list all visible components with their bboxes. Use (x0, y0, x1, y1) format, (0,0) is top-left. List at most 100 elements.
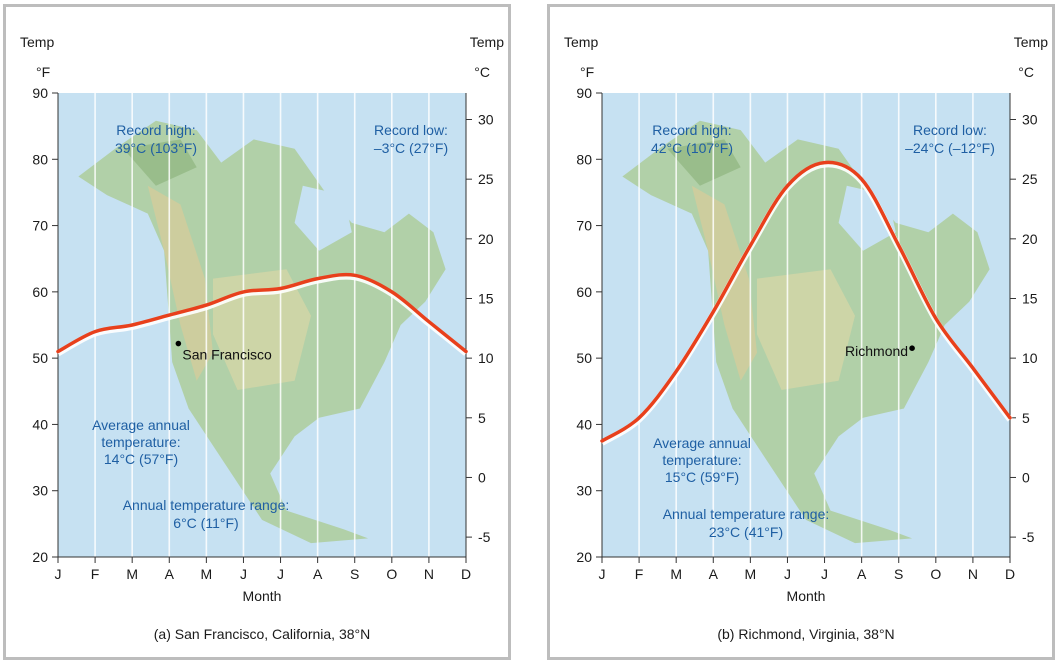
month-tick-label: M (126, 566, 138, 582)
chart-caption: (b) Richmond, Virginia, 38°N (717, 626, 894, 642)
bay-shape (294, 185, 352, 251)
right-axis-unit: °C (474, 64, 490, 80)
mountain-shape (691, 185, 757, 381)
chart-svg: Temp °F Temp °C 20 30 40 50 60 70 80 90 -5 0 5 10 15 20 25… (20, 34, 504, 642)
right-tick-label: 15 (1022, 290, 1038, 306)
forest-shape (123, 139, 197, 186)
left-axis-unit: °F (36, 64, 50, 80)
left-tick-label: 40 (576, 416, 592, 432)
month-tick-label: A (165, 566, 175, 582)
left-tick-label: 90 (576, 85, 592, 101)
right-tick-label: 25 (1022, 171, 1038, 187)
x-axis-title: Month (787, 588, 826, 604)
annual-range-text: Annual temperature range: (663, 506, 830, 522)
right-tick-label: 0 (478, 469, 486, 485)
city-label: Richmond (845, 343, 908, 359)
average-temperature-text: temperature: (101, 434, 180, 450)
city-marker (909, 345, 915, 352)
left-axis-unit: °F (580, 64, 594, 80)
left-tick-label: 20 (576, 549, 592, 565)
city-label: San Francisco (182, 347, 272, 363)
annual-range-text: 23°C (41°F) (709, 524, 783, 540)
right-tick-label: 15 (478, 290, 494, 306)
right-axis-title: Temp (1014, 34, 1048, 50)
left-tick-label: 60 (32, 284, 48, 300)
bay-shape (838, 185, 896, 251)
forest-shape (667, 139, 741, 186)
month-tick-label: N (424, 566, 434, 582)
left-axis-title: Temp (20, 34, 54, 50)
chart-panel-richmond: Temp °F Temp °C 20 30 40 50 60 70 80 90 -5 0 5 10 15 20 25… (547, 4, 1055, 660)
record-low-text: Record low: (374, 122, 448, 138)
average-temperature-text: Average annual (653, 435, 751, 451)
month-tick-label: O (930, 566, 941, 582)
average-temperature-text: 14°C (57°F) (104, 451, 178, 467)
month-tick-label: M (201, 566, 213, 582)
record-high-text: Record high: (652, 122, 731, 138)
right-axis-unit: °C (1018, 64, 1034, 80)
x-axis-title: Month (243, 588, 282, 604)
left-tick-label: 80 (576, 151, 592, 167)
plains-shape (213, 269, 311, 390)
record-low-text: –24°C (–12°F) (905, 140, 995, 156)
left-tick-label: 70 (576, 218, 592, 234)
right-tick-label: 10 (478, 350, 494, 366)
plains-shape (757, 269, 855, 390)
month-tick-label: J (277, 566, 284, 582)
mountain-shape (147, 185, 213, 381)
right-tick-label: 5 (1022, 410, 1030, 426)
right-tick-label: 20 (1022, 231, 1038, 247)
right-tick-label: 5 (478, 410, 486, 426)
record-low-text: –3°C (27°F) (374, 140, 448, 156)
month-tick-label: J (240, 566, 247, 582)
month-tick-label: J (599, 566, 606, 582)
left-axis-title: Temp (564, 34, 598, 50)
month-tick-label: D (461, 566, 471, 582)
right-tick-label: 0 (1022, 469, 1030, 485)
city-marker (175, 340, 182, 347)
right-tick-label: 30 (1022, 112, 1038, 128)
average-temperature-text: temperature: (662, 452, 741, 468)
chart-caption: (a) San Francisco, California, 38°N (154, 626, 370, 642)
right-axis-title: Temp (470, 34, 504, 50)
month-tick-label: A (313, 566, 323, 582)
left-tick-label: 60 (576, 284, 592, 300)
left-tick-label: 70 (32, 218, 48, 234)
month-tick-label: N (968, 566, 978, 582)
left-tick-label: 40 (32, 416, 48, 432)
temperature-line (56, 272, 468, 354)
right-tick-label: 10 (1022, 350, 1038, 366)
month-tick-label: J (55, 566, 62, 582)
month-tick-label: M (745, 566, 757, 582)
month-tick-label: A (709, 566, 719, 582)
left-tick-label: 90 (32, 85, 48, 101)
left-tick-label: 20 (32, 549, 48, 565)
right-tick-label: 30 (478, 112, 494, 128)
right-tick-label: -5 (478, 529, 491, 545)
temperature-line (600, 160, 1012, 443)
left-tick-label: 30 (32, 483, 48, 499)
right-tick-label: 20 (478, 231, 494, 247)
month-tick-label: J (784, 566, 791, 582)
month-tick-label: A (857, 566, 867, 582)
month-tick-label: D (1005, 566, 1015, 582)
left-tick-label: 50 (32, 350, 48, 366)
record-high-text: 42°C (107°F) (651, 140, 733, 156)
right-tick-label: 25 (478, 171, 494, 187)
average-temperature-text: Average annual (92, 417, 190, 433)
month-tick-label: F (91, 566, 100, 582)
annual-range-text: Annual temperature range: (123, 497, 290, 513)
record-high-text: Record high: (116, 122, 195, 138)
annual-range-text: 6°C (11°F) (173, 515, 238, 531)
record-low-text: Record low: (913, 122, 987, 138)
chart-panel-san-francisco: Temp °F Temp °C 20 30 40 50 60 70 80 90 -5 0 5 10 15 20 25… (3, 4, 511, 660)
month-tick-label: F (635, 566, 644, 582)
right-tick-label: -5 (1022, 529, 1035, 545)
month-tick-label: M (670, 566, 682, 582)
average-temperature-text: 15°C (59°F) (665, 469, 739, 485)
month-tick-label: S (350, 566, 359, 582)
left-tick-label: 50 (576, 350, 592, 366)
left-tick-label: 80 (32, 151, 48, 167)
chart-svg: Temp °F Temp °C 20 30 40 50 60 70 80 90 -5 0 5 10 15 20 25… (564, 34, 1048, 642)
month-tick-label: J (821, 566, 828, 582)
